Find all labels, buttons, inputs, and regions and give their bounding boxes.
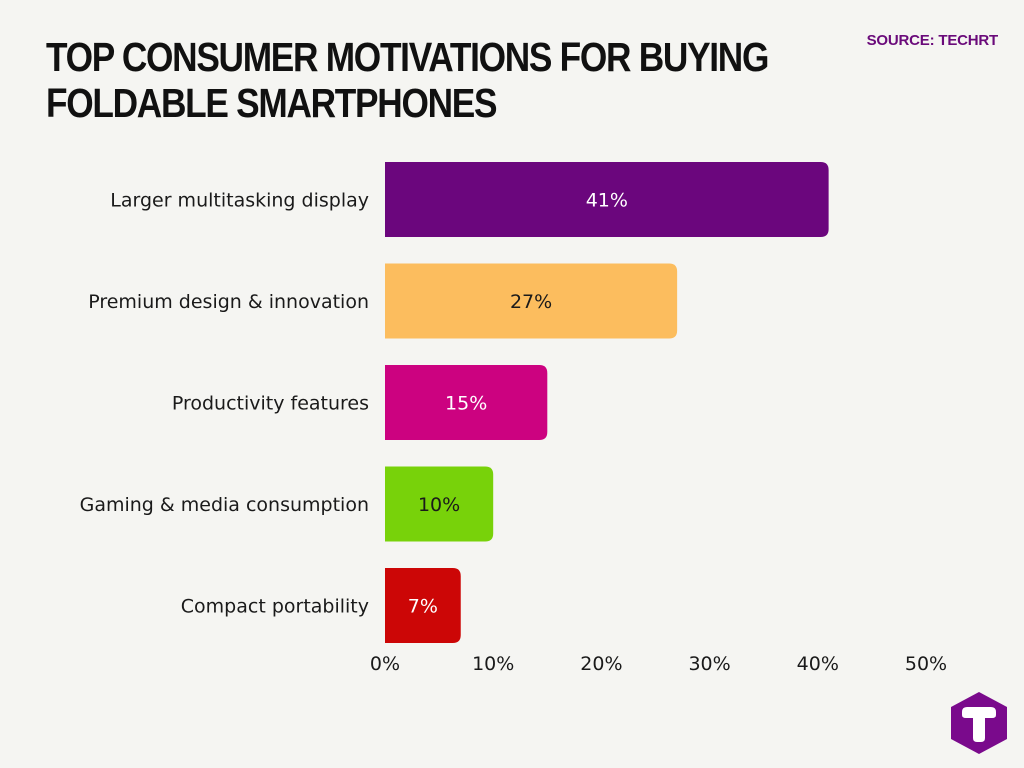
x-tick-label: 50% bbox=[905, 653, 947, 675]
x-tick-label: 20% bbox=[580, 653, 622, 675]
data-label: 41% bbox=[586, 190, 628, 212]
data-label: 15% bbox=[445, 393, 487, 415]
chart-title: TOP CONSUMER MOTIVATIONS FOR BUYING FOLD… bbox=[46, 34, 769, 126]
data-label: 7% bbox=[408, 596, 438, 618]
bar bbox=[385, 263, 678, 339]
source-label: SOURCE: TECHRT bbox=[866, 32, 999, 49]
x-tick-label: 10% bbox=[472, 653, 514, 675]
category-label: Gaming & media consumption bbox=[80, 494, 369, 516]
x-tick-label: 30% bbox=[688, 653, 730, 675]
category-label: Compact portability bbox=[181, 596, 369, 618]
techrt-logo-icon bbox=[951, 692, 1007, 754]
bar bbox=[385, 466, 494, 542]
title-line-2: FOLDABLE SMARTPHONES bbox=[46, 80, 498, 126]
data-label: 27% bbox=[510, 291, 552, 313]
category-label: Larger multitasking display bbox=[110, 190, 369, 212]
x-tick-label: 0% bbox=[370, 653, 400, 675]
title-line-1: TOP CONSUMER MOTIVATIONS FOR BUYING bbox=[46, 34, 769, 80]
bar bbox=[385, 162, 829, 237]
bar bbox=[385, 568, 461, 643]
data-label: 10% bbox=[418, 494, 460, 516]
x-tick-label: 40% bbox=[797, 653, 839, 675]
category-label: Productivity features bbox=[172, 393, 369, 415]
category-label: Premium design & innovation bbox=[88, 291, 369, 313]
bar bbox=[385, 365, 548, 440]
